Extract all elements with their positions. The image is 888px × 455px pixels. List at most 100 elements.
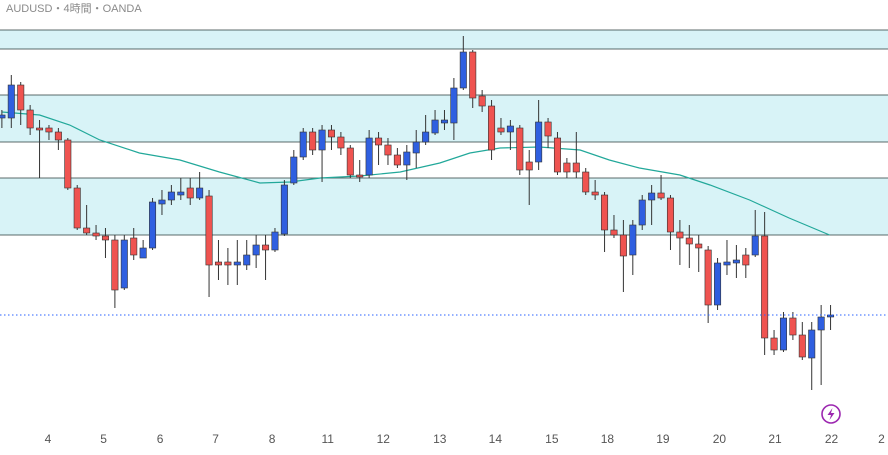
candle-body xyxy=(318,129,326,151)
candle-body xyxy=(243,254,251,266)
candle-body xyxy=(761,235,769,339)
candle-body xyxy=(770,337,778,351)
candle-body xyxy=(459,51,467,89)
x-tick-label: 7 xyxy=(212,432,219,446)
candle-body xyxy=(290,156,298,184)
candle-body xyxy=(704,249,712,306)
candle-body xyxy=(506,125,514,133)
candle-body xyxy=(488,105,496,151)
plot-area xyxy=(0,36,888,390)
candle-body xyxy=(610,229,618,236)
candle-body xyxy=(827,314,835,318)
candle-body xyxy=(817,316,825,331)
alert-icon[interactable] xyxy=(821,404,841,424)
candle-body xyxy=(779,317,787,351)
candle-body xyxy=(26,109,34,129)
candle-body xyxy=(299,131,307,158)
x-tick-label: 21 xyxy=(768,432,782,446)
candle-body xyxy=(422,131,430,143)
candle-body xyxy=(544,121,552,137)
candle-body xyxy=(36,127,44,131)
candle-body xyxy=(431,119,439,134)
candle-body xyxy=(572,162,580,173)
x-tick-label: 20 xyxy=(713,432,727,446)
candle-body xyxy=(186,187,194,199)
candle-body xyxy=(648,192,656,201)
x-tick-label: 15 xyxy=(545,432,559,446)
candle-body xyxy=(629,224,637,256)
candle-body xyxy=(798,334,806,358)
candle-body xyxy=(525,161,533,171)
candle-body xyxy=(497,127,505,133)
candle-body xyxy=(450,87,458,124)
candle-body xyxy=(177,191,185,196)
candle-body xyxy=(742,254,750,266)
candle-body xyxy=(252,244,260,256)
candle-body xyxy=(440,119,448,124)
zone xyxy=(0,178,888,235)
candle-body xyxy=(808,329,816,359)
candle-body xyxy=(0,114,6,119)
candle-body xyxy=(205,195,213,266)
zones xyxy=(0,29,888,236)
candle-body xyxy=(130,237,138,256)
candle-body xyxy=(7,84,15,119)
x-axis: 4 5 6 7 8 11 12 13 14 15 18 19 20 21 22 2 xyxy=(45,432,885,446)
candle-body xyxy=(337,136,345,149)
x-tick-label: 8 xyxy=(269,432,276,446)
candle-body xyxy=(54,131,62,141)
moving-average xyxy=(1,111,830,236)
candle-body xyxy=(638,199,646,226)
candle-body xyxy=(563,162,571,173)
candle-body xyxy=(601,194,609,231)
candle-body xyxy=(158,199,166,205)
candle-body xyxy=(516,127,524,171)
x-tick-label: 2 xyxy=(878,432,885,446)
candle-body xyxy=(412,141,420,154)
candle-body xyxy=(346,147,354,176)
candle-body xyxy=(356,174,364,178)
icon-bolt xyxy=(827,408,835,420)
candle-body xyxy=(619,234,627,257)
candle-body xyxy=(120,239,128,289)
candle-body xyxy=(695,243,703,249)
candle-body xyxy=(393,154,401,166)
x-tick-label: 19 xyxy=(656,432,670,446)
candle-body xyxy=(478,95,486,107)
zone xyxy=(0,30,888,49)
candle-body xyxy=(666,197,674,233)
candle-body xyxy=(327,129,335,138)
candle-body xyxy=(789,317,797,336)
candle-body xyxy=(64,139,72,189)
candle-body xyxy=(657,192,665,199)
candle-body xyxy=(535,121,543,163)
candle-body xyxy=(224,261,232,266)
candle-body xyxy=(309,131,317,151)
candle-body xyxy=(732,259,740,264)
candle-body xyxy=(384,144,392,156)
x-tick-label: 4 xyxy=(45,432,52,446)
candle-body xyxy=(92,232,100,237)
candle-body xyxy=(280,184,288,235)
candle-body xyxy=(83,227,91,234)
x-tick-label: 12 xyxy=(377,432,391,446)
x-tick-label: 18 xyxy=(601,432,615,446)
candle-body xyxy=(685,237,693,245)
candle-body xyxy=(714,262,722,306)
candle-body xyxy=(167,191,175,201)
candle-body xyxy=(469,51,477,99)
x-tick-label: 22 xyxy=(825,432,839,446)
candle-body xyxy=(17,84,25,111)
candle-body xyxy=(101,235,109,241)
candle-body xyxy=(139,247,147,259)
candle-body xyxy=(676,231,684,239)
candle-body xyxy=(111,239,119,291)
candle-body xyxy=(262,244,270,251)
x-tick-label: 11 xyxy=(321,432,334,446)
x-tick-label: 5 xyxy=(100,432,107,446)
candle-body xyxy=(214,261,222,266)
candle-body xyxy=(233,261,241,266)
candle-body xyxy=(723,261,731,266)
candle-body xyxy=(196,187,204,199)
